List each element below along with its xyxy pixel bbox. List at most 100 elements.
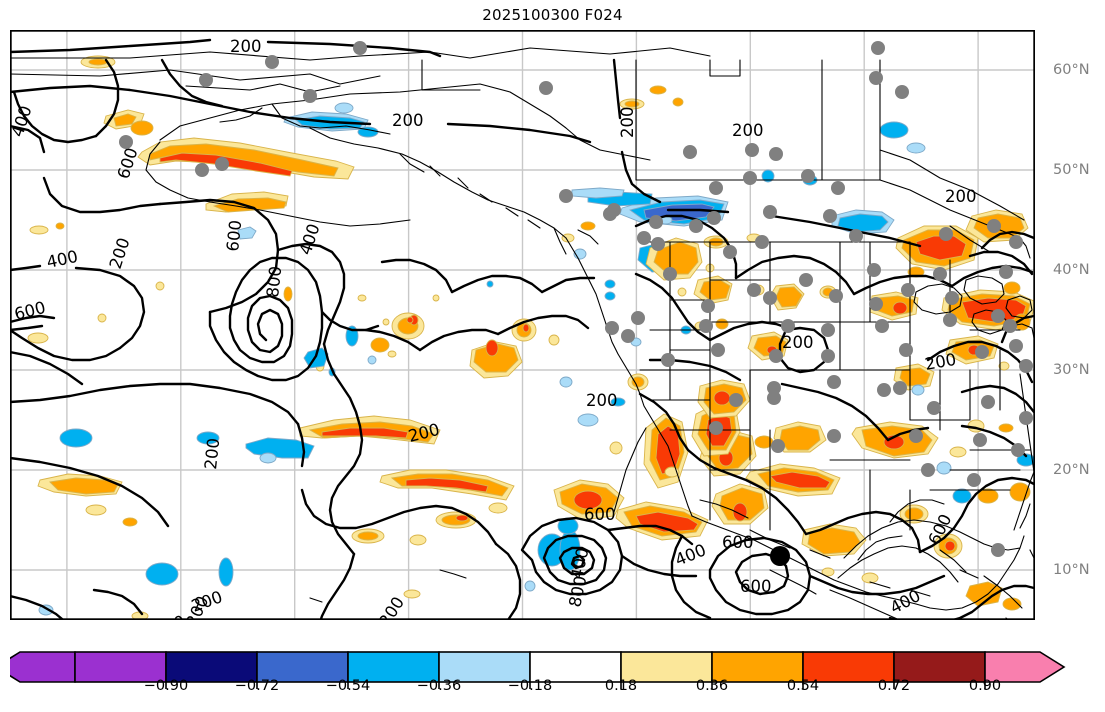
observation-dot xyxy=(763,291,777,305)
observation-dot xyxy=(763,205,777,219)
lat-tick-label-50n: 50°N xyxy=(1053,162,1090,178)
page-title: 2025100300 F024 xyxy=(482,6,623,24)
observation-dot xyxy=(967,473,981,487)
observation-dot xyxy=(709,421,723,435)
colorbar-ticks xyxy=(165,682,986,689)
contour-label-200: 200 xyxy=(945,187,977,206)
colorbar-seg-blue xyxy=(256,651,349,683)
observation-dot xyxy=(991,543,1005,557)
observation-dot xyxy=(823,209,837,223)
observation-dot xyxy=(195,163,209,177)
observation-dot xyxy=(875,319,889,333)
observation-dot xyxy=(1019,411,1033,425)
observation-dot xyxy=(707,211,721,225)
observation-dot xyxy=(999,265,1013,279)
colorbar-tick-label-7: 0.54 xyxy=(786,678,820,694)
observation-dot xyxy=(663,267,677,281)
observation-dot xyxy=(973,433,987,447)
observation-dot xyxy=(729,393,743,407)
map-plot[interactable]: 200 200 200 200 200 200 400 400 200 600 … xyxy=(10,30,1035,620)
observation-dot xyxy=(767,391,781,405)
observation-dot xyxy=(943,313,957,327)
observation-dot xyxy=(945,291,959,305)
observation-dot xyxy=(743,171,757,185)
map-axes[interactable]: 200 200 200 200 200 200 400 400 200 600 … xyxy=(10,30,1090,669)
cyclone-marker xyxy=(770,546,790,566)
observation-dot xyxy=(831,181,845,195)
colorbar-seg-pale-yellow xyxy=(620,651,713,683)
observation-dot xyxy=(867,263,881,277)
observation-dot xyxy=(1009,339,1023,353)
colorbar-segments xyxy=(0,651,1066,683)
observation-dot xyxy=(559,189,573,203)
observation-dot xyxy=(689,219,703,233)
observation-dot xyxy=(769,349,783,363)
observation-dot xyxy=(709,181,723,195)
observation-dot xyxy=(821,349,835,363)
colorbar-tick-label-8: 0.72 xyxy=(877,678,911,694)
contour-label-600: 600 xyxy=(584,505,616,524)
observation-dot xyxy=(539,81,553,95)
map-frame xyxy=(10,30,1035,620)
observation-dot xyxy=(827,429,841,443)
colorbar-tick-label-6: 0.36 xyxy=(695,678,729,694)
lat-tick-label-40n: 40°N xyxy=(1053,262,1090,278)
lat-tick-label-20n: 20°N xyxy=(1053,462,1090,478)
observation-dots-layer xyxy=(119,41,1033,557)
colorbar-seg-navy xyxy=(165,651,258,683)
contour-label-200: 200 xyxy=(201,437,223,470)
colorbar-seg-white xyxy=(529,651,622,683)
lat-tick-label-30n: 30°N xyxy=(1053,362,1090,378)
observation-dot xyxy=(215,157,229,171)
observation-dot xyxy=(701,299,715,313)
colorbar-svg[interactable] xyxy=(0,650,1095,702)
observation-dot xyxy=(869,297,883,311)
observation-dot xyxy=(747,283,761,297)
observation-dot xyxy=(711,343,725,357)
observation-dot xyxy=(1003,319,1017,333)
observation-dot xyxy=(895,85,909,99)
observation-dot xyxy=(621,329,635,343)
colorbar-tick-label-2: −0.54 xyxy=(325,678,371,694)
observation-dot xyxy=(637,231,651,245)
colorbar-tick-label-0: −0.90 xyxy=(143,678,189,694)
observation-dot xyxy=(893,381,907,395)
contour-label-600: 600 xyxy=(740,577,772,596)
observation-dot xyxy=(651,237,665,251)
observation-dot xyxy=(821,323,835,337)
contour-label-600: 600 xyxy=(223,219,245,252)
observation-dot xyxy=(921,463,935,477)
observation-dot xyxy=(939,227,953,241)
colorbar-seg-dark-red xyxy=(893,651,986,683)
observation-dot xyxy=(649,215,663,229)
observation-dot xyxy=(991,309,1005,323)
colorbar-seg-purple xyxy=(74,651,167,683)
observation-dot xyxy=(683,145,697,159)
observation-dot xyxy=(119,135,133,149)
observation-dot xyxy=(869,71,883,85)
contour-label-200: 200 xyxy=(392,111,424,130)
observation-dot xyxy=(987,219,1001,233)
observation-dot xyxy=(755,235,769,249)
observation-dot xyxy=(849,229,863,243)
colorbar-tick-label-5: 0.18 xyxy=(604,678,638,694)
colorbar-seg-cyan xyxy=(347,651,440,683)
observation-dot xyxy=(199,73,213,87)
observation-dot xyxy=(1009,235,1023,249)
observation-dot xyxy=(265,55,279,69)
observation-dot xyxy=(877,383,891,397)
contour-label-200: 200 xyxy=(782,333,814,352)
map-gridlines xyxy=(10,30,1035,620)
observation-dot xyxy=(871,41,885,55)
colorbar[interactable]: −0.90 −0.72 −0.54 −0.36 −0.18 0.18 0.36 … xyxy=(0,650,1095,710)
contour-label-800: 800 xyxy=(263,265,285,298)
observation-dot xyxy=(981,395,995,409)
colorbar-extend-min xyxy=(0,651,76,683)
colorbar-seg-red-orange xyxy=(802,651,895,683)
colorbar-extend-max xyxy=(984,651,1066,683)
observation-dot xyxy=(927,401,941,415)
observation-dot xyxy=(661,353,675,367)
observation-dot xyxy=(769,147,783,161)
observation-dot xyxy=(829,289,843,303)
